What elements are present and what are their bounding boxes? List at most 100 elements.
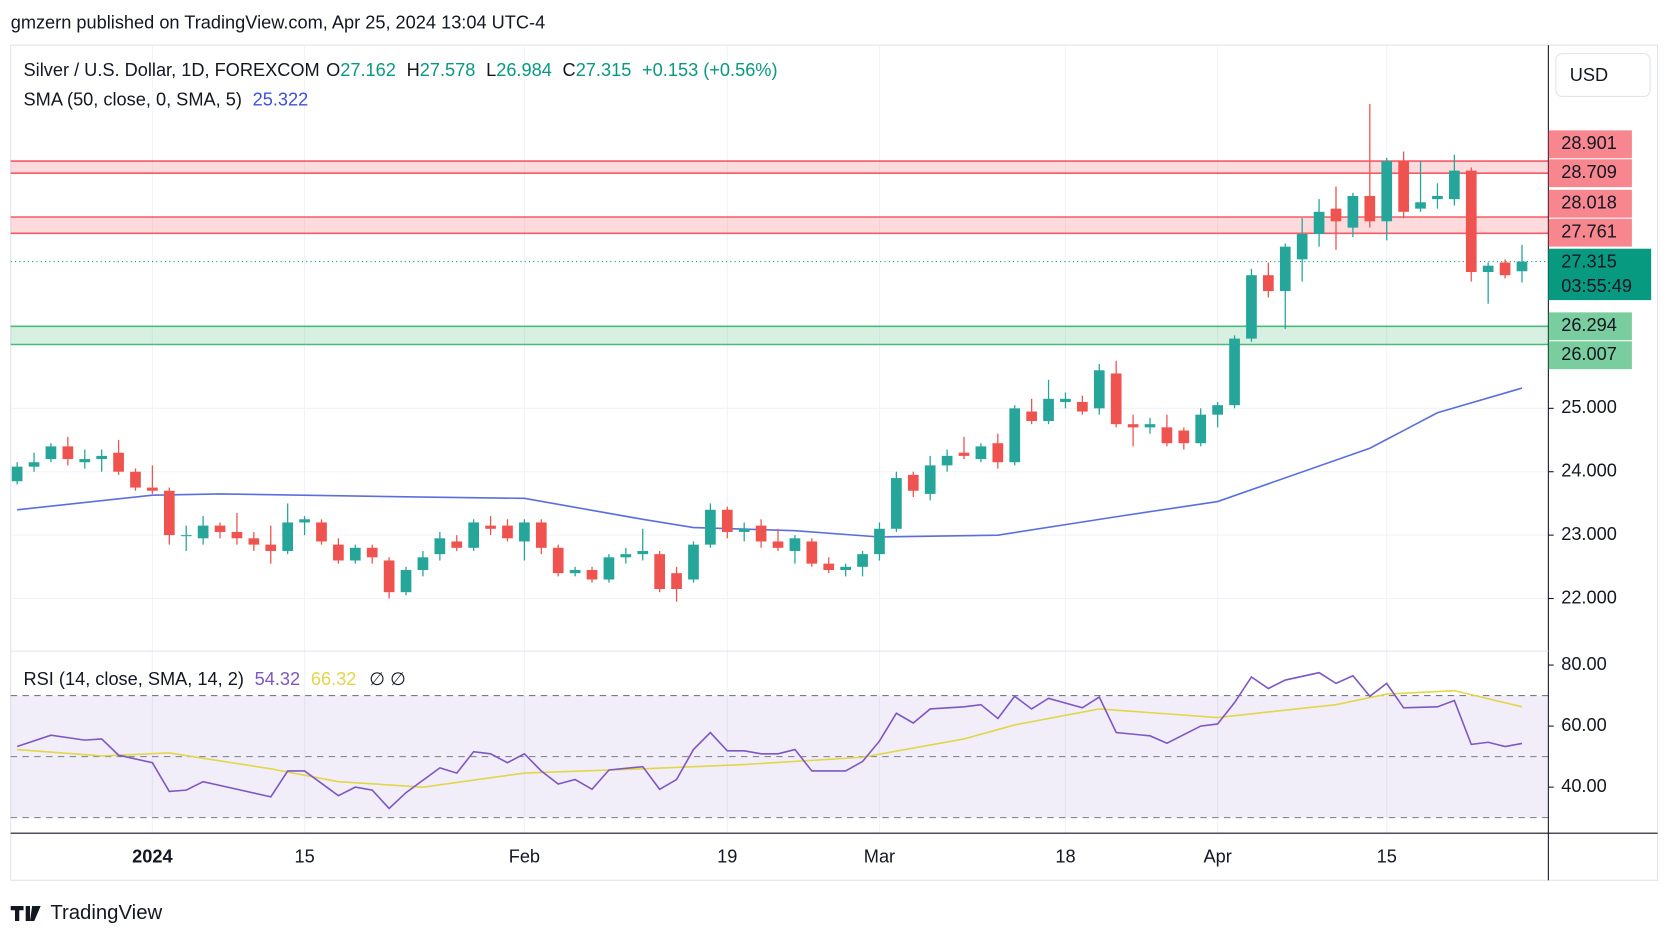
candle-body	[180, 535, 192, 537]
y-tick-label: 80.00	[1561, 654, 1607, 674]
candle-body	[231, 531, 243, 539]
candle-body	[1110, 373, 1122, 425]
candle-body	[552, 547, 564, 574]
l-label: L	[486, 60, 496, 80]
price-label-box	[1548, 341, 1632, 370]
symbol-legend: Silver / U.S. Dollar, 1D, FOREXCOM O27.16…	[24, 60, 778, 80]
x-tick-label: 2024	[132, 847, 173, 867]
currency-button[interactable]	[1555, 53, 1651, 98]
sma-legend: SMA (50, close, 0, SMA, 5) 25.322	[24, 90, 309, 110]
rsi-extra: ∅ ∅	[369, 669, 406, 689]
candle-body	[975, 446, 987, 460]
candle-body	[1127, 424, 1139, 428]
legend: Silver / U.S. Dollar, 1D, FOREXCOM O27.16…	[24, 60, 778, 689]
y-tick-label: 22.000	[1561, 587, 1617, 607]
c-value: 27.315	[576, 60, 632, 80]
candle-body	[840, 566, 852, 570]
candle-body	[130, 471, 141, 488]
x-tick-label: 18	[1055, 847, 1075, 867]
h-value: 27.578	[420, 60, 476, 80]
price-label: 27.761	[1561, 221, 1617, 241]
y-tick-label: 40.00	[1561, 776, 1607, 796]
candle-body	[197, 525, 209, 539]
candle-body	[654, 554, 666, 590]
candle-body	[11, 466, 23, 482]
x-tick-label: Feb	[509, 847, 540, 867]
candle-body	[1415, 202, 1426, 209]
candle-body	[383, 560, 395, 593]
y-tick-label: 25.000	[1561, 397, 1617, 417]
l-value: 26.984	[496, 60, 552, 80]
candle-body	[451, 541, 463, 548]
candle-body	[147, 487, 158, 491]
candle-body	[417, 557, 429, 570]
candle-body	[1093, 370, 1105, 409]
candle-body	[907, 474, 919, 491]
candle-body	[721, 509, 733, 532]
price-label-box	[1548, 312, 1632, 341]
rsi-name: RSI (14, close, SMA, 14, 2)	[24, 669, 244, 689]
panes: 22.000 23.000 24.000 25.000	[10, 45, 1617, 834]
x-tick-label: 15	[294, 847, 314, 867]
brand: TradingView	[50, 902, 162, 924]
attribution: gmzern published on TradingView.com, Apr…	[11, 12, 546, 32]
countdown: 03:55:49	[1561, 276, 1632, 296]
candle-body	[1246, 275, 1257, 339]
candle-body	[671, 573, 682, 590]
candle-body	[366, 547, 378, 558]
last-price-label: 27.315	[1561, 251, 1617, 271]
candle-body	[857, 554, 868, 567]
sma-value: 25.322	[253, 90, 309, 110]
candle-body	[349, 547, 361, 561]
candle-body	[1195, 414, 1207, 444]
brand-logo	[10, 905, 41, 921]
candle-body	[941, 455, 953, 466]
last-price-box	[1548, 248, 1652, 301]
candle-body	[45, 446, 57, 460]
candle-body	[806, 541, 818, 564]
candle-body	[62, 446, 74, 460]
y-tick-label: 23.000	[1561, 524, 1617, 544]
x-tick-label: 15	[1377, 847, 1397, 867]
symbol: Silver / U.S. Dollar, 1D, FOREXCOM	[24, 60, 320, 80]
candle-body	[1448, 170, 1460, 200]
currency[interactable]: USD	[1570, 65, 1608, 85]
rsi-line	[16, 671, 1523, 810]
zone	[10, 326, 1549, 345]
candle-body	[265, 544, 277, 551]
candle-body	[874, 528, 885, 555]
h-label: H	[407, 60, 420, 80]
candle-body	[1381, 161, 1393, 222]
candle-body	[468, 522, 480, 548]
candle-body	[603, 557, 615, 580]
candle-body	[924, 465, 936, 494]
candle-body	[1330, 208, 1342, 222]
candle-body	[1229, 338, 1240, 406]
o-value: 27.162	[340, 60, 396, 80]
candle-body	[1178, 430, 1190, 444]
candle-body	[772, 541, 784, 548]
candle-body	[519, 522, 530, 542]
candle-body	[1398, 161, 1409, 212]
candle-body	[1060, 398, 1071, 402]
candle-body	[1161, 427, 1173, 444]
candle-body	[400, 569, 412, 593]
candle-body	[992, 443, 1004, 463]
candle-body	[823, 563, 835, 570]
price-label: 28.901	[1561, 133, 1617, 153]
c-label: C	[563, 60, 576, 80]
candle-body	[1043, 398, 1054, 422]
candle-body	[1347, 195, 1359, 228]
candle-body	[1263, 275, 1274, 292]
candle-body	[620, 554, 632, 558]
price-label-box	[1548, 130, 1632, 159]
candle-body	[1465, 170, 1477, 273]
price-label-box	[1548, 159, 1632, 188]
candle-body	[113, 452, 124, 472]
sma-line	[17, 387, 1523, 538]
candle-body	[1009, 408, 1021, 463]
candle-body	[1364, 195, 1376, 222]
candle-body	[434, 538, 446, 555]
candle-body	[705, 509, 716, 545]
candle-body	[316, 522, 327, 542]
